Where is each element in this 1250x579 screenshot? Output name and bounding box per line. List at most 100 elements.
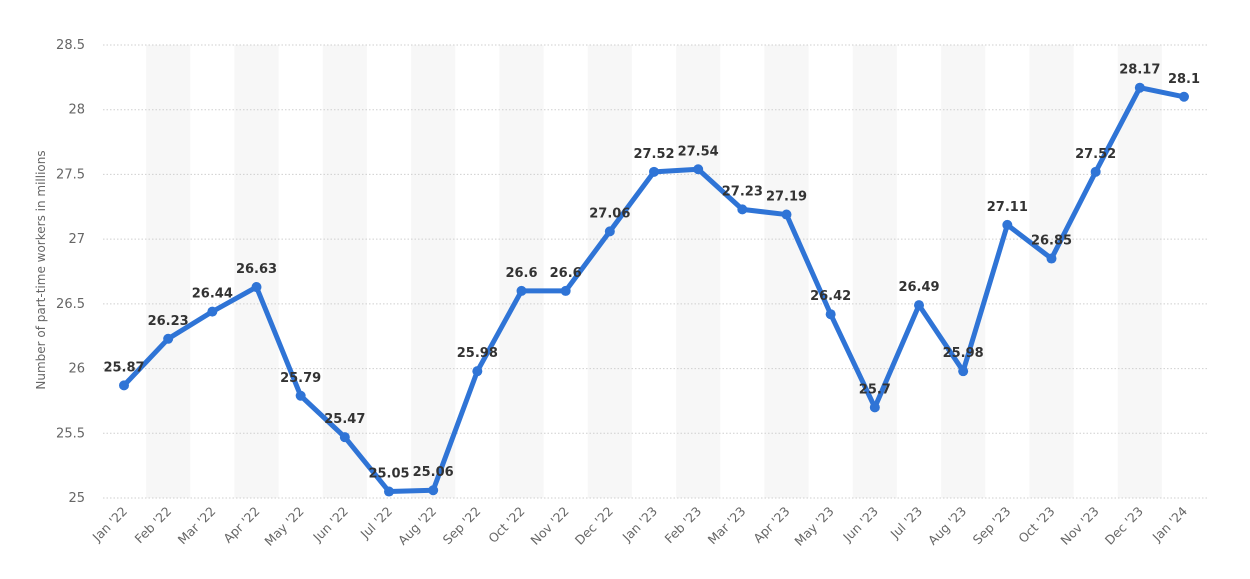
data-point bbox=[869, 402, 880, 413]
y-axis-ticks: 25 25.5 26 26.5 27 27.5 28 28.5 bbox=[56, 38, 85, 506]
x-tick-label: Jan '22 bbox=[89, 504, 130, 545]
data-label: 27.52 bbox=[633, 147, 674, 162]
x-tick-label: Oct '23 bbox=[1015, 504, 1057, 546]
data-label: 27.23 bbox=[722, 184, 763, 199]
alternating-bands bbox=[146, 45, 1162, 498]
x-tick-label: Sep '23 bbox=[970, 504, 1014, 548]
x-tick-label: Nov '23 bbox=[1057, 504, 1101, 548]
data-label: 25.05 bbox=[368, 467, 409, 482]
x-tick-label: Aug '22 bbox=[395, 504, 439, 548]
data-label: 25.79 bbox=[280, 371, 321, 386]
data-point bbox=[914, 300, 924, 311]
x-tick-label: Dec '22 bbox=[572, 504, 616, 548]
x-tick-label: Feb '22 bbox=[132, 504, 175, 547]
band bbox=[234, 45, 279, 498]
data-label: 26.44 bbox=[192, 287, 233, 302]
data-label: 26.49 bbox=[898, 280, 939, 295]
data-point bbox=[560, 285, 571, 296]
y-tick-label: 27.5 bbox=[56, 167, 85, 182]
x-tick-label: May '23 bbox=[791, 504, 836, 549]
x-tick-label: Jul '22 bbox=[357, 504, 395, 542]
data-label: 27.11 bbox=[987, 200, 1028, 215]
x-tick-label: Aug '23 bbox=[925, 504, 969, 548]
y-tick-label: 27 bbox=[68, 232, 85, 247]
data-label: 25.87 bbox=[103, 360, 144, 375]
data-point bbox=[207, 306, 218, 317]
y-axis-label: Number of part-time workers in millions bbox=[34, 150, 48, 389]
data-point bbox=[384, 486, 394, 497]
x-tick-label: Jun '23 bbox=[839, 504, 881, 546]
data-label: 27.54 bbox=[678, 144, 719, 159]
data-point bbox=[339, 432, 350, 443]
data-label: 25.06 bbox=[413, 465, 454, 480]
data-label: 25.98 bbox=[457, 346, 498, 361]
x-tick-label: Apr '22 bbox=[220, 504, 262, 546]
data-point bbox=[163, 333, 174, 344]
band bbox=[676, 45, 721, 498]
x-tick-label: Feb '23 bbox=[662, 504, 705, 547]
data-label: 26.23 bbox=[148, 314, 189, 329]
data-point bbox=[1046, 253, 1057, 264]
x-tick-label: Jul '23 bbox=[887, 504, 925, 542]
data-label: 26.42 bbox=[810, 289, 851, 304]
data-point bbox=[958, 366, 969, 377]
band bbox=[764, 45, 809, 498]
data-point bbox=[119, 380, 129, 391]
band bbox=[852, 45, 897, 498]
y-tick-label: 26 bbox=[68, 362, 85, 377]
data-point bbox=[1090, 166, 1101, 177]
data-point bbox=[825, 309, 836, 320]
x-tick-label: Oct '22 bbox=[485, 504, 527, 546]
data-point bbox=[428, 485, 439, 496]
data-label: 25.98 bbox=[943, 346, 984, 361]
data-point bbox=[781, 209, 792, 220]
data-points bbox=[119, 82, 1189, 497]
data-label: 27.52 bbox=[1075, 147, 1116, 162]
data-point bbox=[693, 164, 704, 175]
band bbox=[411, 45, 456, 498]
data-point bbox=[1002, 219, 1013, 230]
band bbox=[499, 45, 544, 498]
x-tick-label: Mar '22 bbox=[175, 504, 219, 548]
data-point bbox=[604, 226, 615, 237]
x-tick-label: Mar '23 bbox=[705, 504, 749, 548]
data-point bbox=[1134, 82, 1145, 93]
x-tick-label: Jan '24 bbox=[1149, 503, 1190, 544]
data-point bbox=[516, 285, 527, 296]
y-tick-label: 25 bbox=[68, 491, 85, 506]
data-point bbox=[472, 366, 483, 377]
data-point bbox=[649, 166, 659, 177]
y-tick-label: 26.5 bbox=[56, 297, 85, 312]
data-label: 25.47 bbox=[324, 412, 365, 427]
y-tick-label: 25.5 bbox=[56, 426, 85, 441]
data-label: 28.1 bbox=[1168, 72, 1200, 87]
data-point bbox=[1179, 91, 1189, 102]
data-label: 26.63 bbox=[236, 262, 277, 277]
x-tick-label: Nov '22 bbox=[527, 504, 571, 548]
data-label: 26.6 bbox=[550, 266, 582, 281]
x-tick-label: Jun '22 bbox=[309, 504, 351, 546]
x-tick-label: Apr '23 bbox=[750, 504, 792, 546]
data-label: 27.06 bbox=[589, 206, 630, 221]
y-tick-label: 28.5 bbox=[56, 38, 85, 53]
band bbox=[587, 45, 632, 498]
x-tick-label: Sep '22 bbox=[440, 504, 484, 548]
data-label: 27.19 bbox=[766, 190, 807, 205]
x-tick-label: Jan '23 bbox=[619, 504, 660, 545]
x-tick-label: Dec '23 bbox=[1102, 504, 1146, 548]
x-tick-label: May '22 bbox=[261, 504, 306, 549]
data-label: 26.6 bbox=[505, 266, 537, 281]
y-tick-label: 28 bbox=[68, 103, 85, 118]
data-label: 28.17 bbox=[1119, 63, 1160, 78]
data-label: 25.7 bbox=[859, 382, 891, 397]
band bbox=[146, 45, 191, 498]
data-point bbox=[295, 390, 306, 401]
data-point bbox=[251, 282, 262, 293]
band bbox=[1029, 45, 1074, 498]
data-point bbox=[737, 204, 748, 215]
data-label: 26.85 bbox=[1031, 234, 1072, 249]
band bbox=[941, 45, 986, 498]
